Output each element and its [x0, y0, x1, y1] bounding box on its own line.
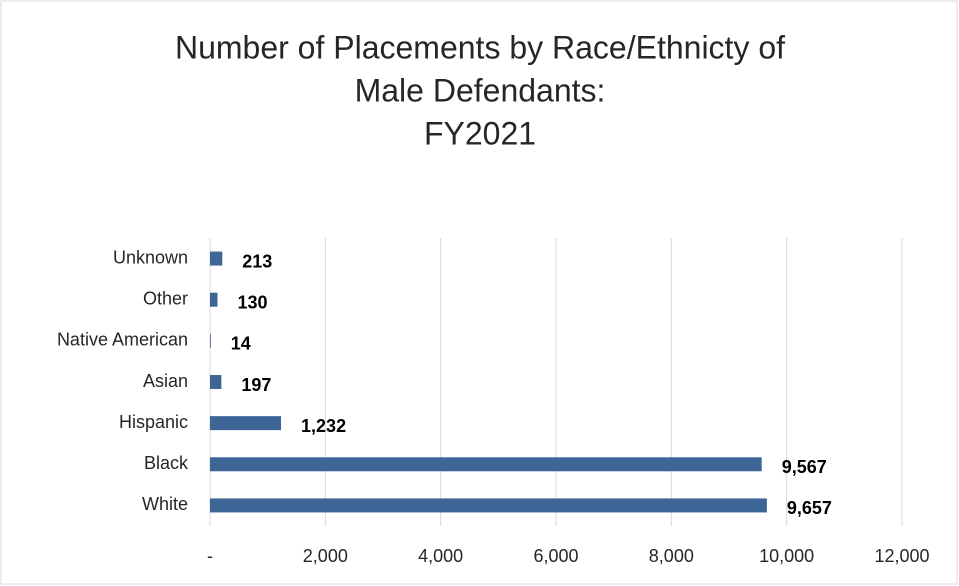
data-label: 9,657 [787, 498, 832, 518]
chart-title: FY2021 [424, 115, 536, 151]
x-tick-label: 8,000 [649, 546, 694, 566]
bar [210, 498, 767, 513]
chart-title: Number of Placements by Race/Ethnicty of [175, 29, 785, 65]
x-tick-label: 10,000 [759, 546, 814, 566]
bar [210, 333, 211, 348]
y-tick-label: Hispanic [119, 412, 188, 432]
y-tick-label: Native American [57, 330, 188, 350]
bar [210, 292, 218, 307]
bar [210, 375, 222, 389]
x-tick-label: 2,000 [303, 546, 348, 566]
chart-title: Male Defendants: [355, 72, 606, 108]
x-tick-label: - [207, 546, 213, 566]
y-tick-label: Asian [143, 371, 188, 391]
x-tick-label: 4,000 [418, 546, 463, 566]
data-label: 14 [231, 334, 251, 354]
x-tick-label: 12,000 [874, 546, 929, 566]
data-label: 9,567 [782, 457, 827, 477]
y-tick-label: White [142, 494, 188, 514]
x-tick-label: 6,000 [533, 546, 578, 566]
y-tick-label: Other [143, 288, 188, 308]
y-tick-label: Unknown [113, 247, 188, 267]
data-label: 1,232 [301, 416, 346, 436]
bar [210, 251, 223, 266]
data-label: 213 [242, 251, 272, 271]
bar [210, 457, 762, 472]
y-tick-label: Black [144, 453, 189, 473]
data-label: 197 [241, 375, 271, 395]
data-label: 130 [237, 292, 267, 312]
bar [210, 416, 282, 431]
